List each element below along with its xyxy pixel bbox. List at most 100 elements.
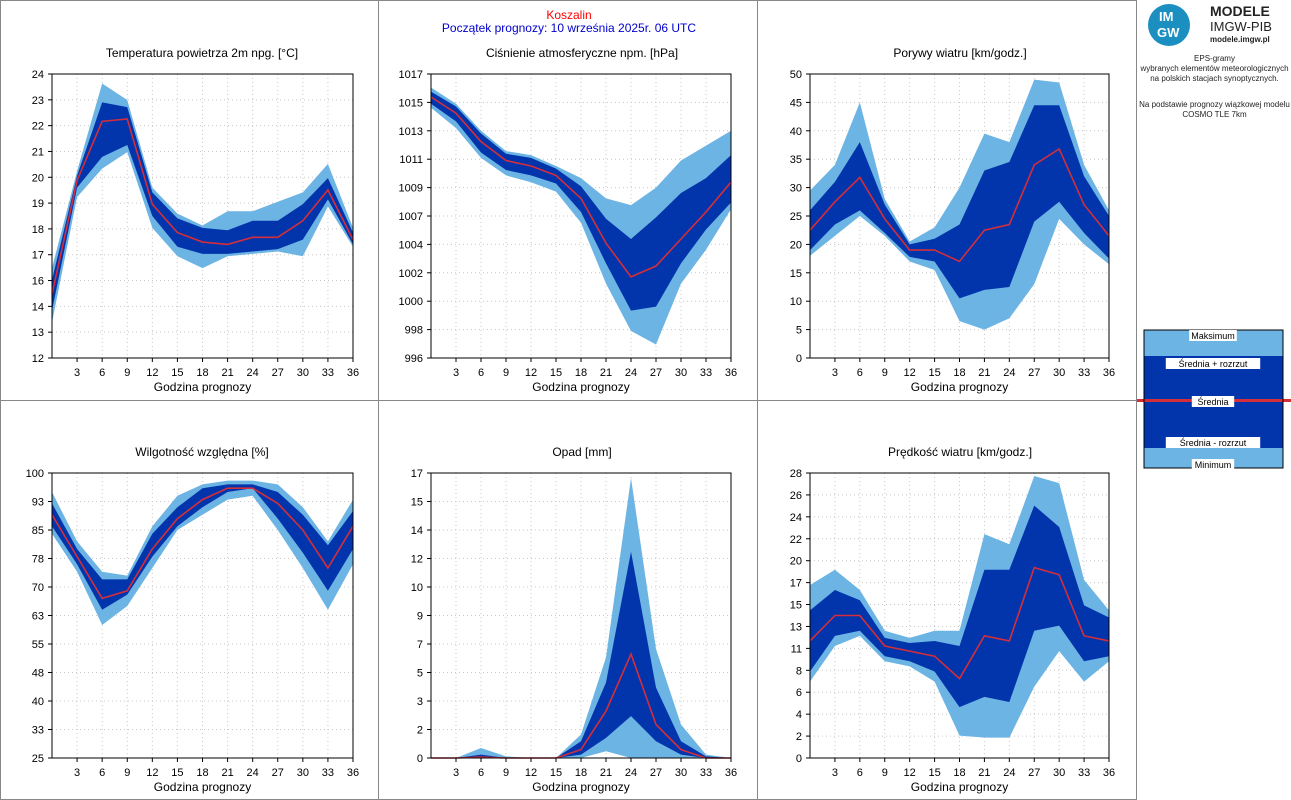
y-tick-label: 18: [32, 224, 44, 236]
chart-title: Temperatura powietrza 2m npg. [°C]: [106, 46, 298, 60]
x-tick-label: 12: [146, 367, 158, 379]
y-tick-label: 40: [790, 126, 802, 138]
y-tick-label: 12: [32, 353, 44, 365]
y-tick-label: 1007: [399, 211, 423, 223]
y-tick-label: 17: [32, 250, 44, 262]
chart-title: Porywy wiatru [km/godz.]: [893, 46, 1026, 60]
x-tick-label: 21: [221, 367, 233, 379]
x-tick-label: 12: [904, 367, 916, 379]
y-tick-label: 25: [32, 753, 44, 765]
x-tick-label: 3: [74, 367, 80, 379]
x-axis-label: Godzina prognozy: [532, 780, 629, 794]
y-tick-label: 20: [32, 172, 44, 184]
x-tick-label: 27: [650, 767, 662, 779]
y-tick-label: 22: [790, 534, 802, 546]
mean-line: [430, 96, 732, 278]
x-tick-label: 30: [297, 767, 309, 779]
y-tick-label: 85: [32, 525, 44, 537]
y-tick-label: 5: [796, 325, 802, 337]
y-tick-label: 2: [417, 725, 423, 737]
legend-mean-plus-label-bg: [1165, 358, 1261, 369]
brand-line2: IMGW-PIB: [1210, 19, 1272, 34]
y-tick-label: 3: [417, 696, 423, 708]
y-tick-label: 1009: [399, 183, 423, 195]
y-tick-label: 16: [32, 276, 44, 288]
x-tick-label: 6: [99, 367, 105, 379]
y-tick-label: 1004: [399, 239, 423, 251]
y-tick-label: 14: [32, 301, 44, 313]
x-tick-label: 21: [221, 767, 233, 779]
x-tick-label: 15: [171, 767, 183, 779]
x-tick-label: 36: [347, 367, 359, 379]
x-tick-label: 6: [857, 767, 863, 779]
x-tick-label: 21: [600, 367, 612, 379]
legend-max-label-bg: [1189, 330, 1237, 341]
x-tick-label: 12: [525, 367, 537, 379]
legend-mean-minus-label-bg: [1165, 437, 1261, 448]
band-min-max: [431, 478, 731, 758]
x-tick-label: 33: [1078, 767, 1090, 779]
y-tick-label: 25: [790, 211, 802, 223]
y-tick-label: 15: [411, 497, 423, 509]
y-tick-label: 1011: [399, 154, 423, 166]
legend-max-label: Maksimum: [1191, 331, 1235, 341]
y-tick-label: 10: [411, 582, 423, 594]
band-spread: [810, 505, 1109, 708]
x-tick-label: 18: [575, 767, 587, 779]
chart-title: Wilgotność względna [%]: [135, 445, 268, 459]
x-tick-label: 6: [99, 767, 105, 779]
imgw-logo-block: IM GW MODELE IMGW-PIB modele.imgw.pl: [1138, 0, 1291, 70]
y-tick-label: 20: [790, 556, 802, 568]
y-tick-label: 996: [405, 353, 423, 365]
desc-line: na polskich stacjach synoptycznych.: [1150, 74, 1279, 83]
x-tick-label: 6: [857, 367, 863, 379]
legend-min-label: Minimum: [1195, 460, 1232, 470]
model-line: Na podstawie prognozy wiązkowej modelu: [1139, 100, 1290, 109]
x-tick-label: 33: [700, 767, 712, 779]
y-tick-label: 24: [32, 69, 44, 81]
x-tick-label: 21: [978, 767, 990, 779]
chart-panel-3: Porywy wiatru [km/godz.] 0 5 10 15 20 25 30 35 40…: [790, 46, 1115, 394]
x-tick-label: 21: [978, 367, 990, 379]
x-tick-label: 33: [322, 367, 334, 379]
chart-panel-1: Temperatura powietrza 2m npg. [°C] 12 13 14…: [32, 46, 359, 394]
x-tick-label: 9: [882, 367, 888, 379]
y-tick-label: 11: [791, 643, 802, 655]
y-tick-label: 48: [32, 668, 44, 680]
y-tick-label: 1002: [399, 268, 423, 280]
y-tick-label: 70: [32, 582, 44, 594]
x-axis-label: Godzina prognozy: [154, 780, 251, 794]
x-axis-label: Godzina prognozy: [154, 380, 251, 394]
y-tick-label: 8: [796, 665, 802, 677]
y-tick-label: 13: [790, 621, 802, 633]
x-tick-label: 15: [928, 767, 940, 779]
y-tick-label: 50: [790, 69, 802, 81]
station-name: Koszalin: [546, 8, 592, 22]
forecast-start: Początek prognozy: 10 września 2025r. 06…: [441, 21, 697, 35]
x-tick-label: 18: [575, 367, 587, 379]
model-line: COSMO TLE 7km: [1182, 110, 1247, 119]
x-tick-label: 30: [297, 367, 309, 379]
x-tick-label: 36: [347, 767, 359, 779]
y-tick-label: 21: [32, 146, 44, 158]
band-spread: [52, 484, 353, 610]
x-tick-label: 6: [478, 767, 484, 779]
x-tick-label: 15: [928, 367, 940, 379]
legend-mean-label-bg: [1191, 396, 1235, 407]
y-tick-label: 20: [790, 239, 802, 251]
brand-url: modele.imgw.pl: [1210, 35, 1270, 44]
y-tick-label: 6: [796, 687, 802, 699]
x-tick-label: 15: [550, 767, 562, 779]
y-tick-label: 998: [405, 325, 423, 337]
y-tick-label: 10: [790, 296, 802, 308]
y-tick-label: 0: [796, 753, 802, 765]
y-tick-label: 23: [32, 95, 44, 107]
y-tick-label: 33: [32, 725, 44, 737]
x-tick-label: 15: [550, 367, 562, 379]
legend-mean-minus-label: Średnia - rozrzut: [1180, 437, 1247, 448]
y-tick-label: 12: [411, 554, 423, 566]
x-tick-label: 24: [625, 767, 637, 779]
x-tick-label: 27: [1028, 767, 1040, 779]
x-tick-label: 27: [272, 767, 284, 779]
